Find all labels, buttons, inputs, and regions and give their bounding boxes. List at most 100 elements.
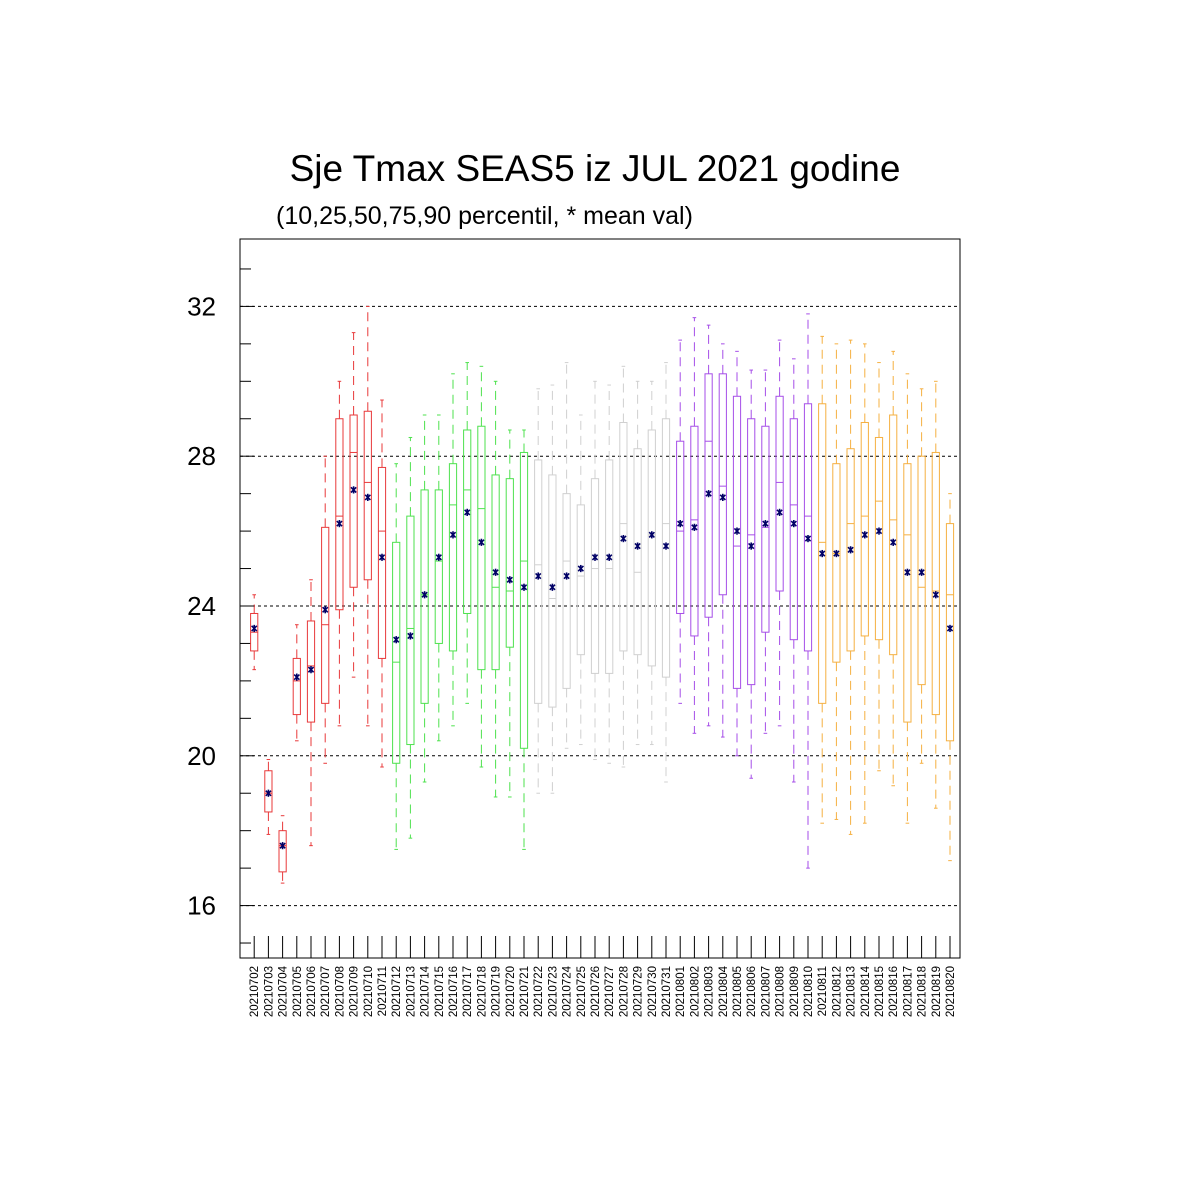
box-20210808 [775, 339, 784, 727]
x-tick-label: 20210726 [590, 966, 602, 1017]
box-iqr [633, 448, 642, 656]
box-20210816 [889, 350, 898, 787]
x-tick-label: 20210810 [803, 966, 815, 1017]
x-tick-label: 20210717 [462, 966, 474, 1017]
mean-marker-20210803 [705, 490, 712, 498]
box-20210814 [860, 343, 869, 824]
x-tick-label: 20210811 [817, 966, 829, 1016]
box-20210711 [377, 399, 387, 768]
box-iqr [335, 418, 344, 611]
x-tick-label: 20210707 [320, 966, 332, 1017]
y-tick-label: 24 [187, 591, 216, 621]
mean-marker-20210808 [776, 508, 783, 516]
box-iqr [661, 418, 671, 678]
y-axis-ticks: 16 20 24 28 32 [187, 291, 254, 921]
mean-marker-20210715 [435, 553, 442, 561]
mean-marker-20210711 [378, 553, 386, 561]
box-20210709 [349, 332, 358, 678]
box-20210731 [661, 362, 671, 783]
box-20210721 [519, 429, 529, 850]
x-tick-label: 20210724 [562, 965, 574, 1017]
box-iqr [803, 403, 813, 652]
box-20210707 [321, 455, 330, 764]
box-iqr [306, 620, 316, 723]
box-iqr [392, 541, 401, 764]
box-20210813 [846, 339, 855, 835]
mean-marker-20210801 [677, 520, 684, 528]
x-tick-label: 20210729 [633, 966, 645, 1017]
mean-markers [251, 486, 954, 850]
mean-marker-20210720 [506, 576, 513, 584]
x-tick-label: 20210802 [689, 966, 701, 1017]
box-iqr [519, 451, 529, 749]
y-tick-label: 32 [187, 291, 216, 321]
x-tick-label: 20210730 [647, 966, 659, 1017]
x-tick-label: 20210706 [306, 966, 318, 1017]
box-20210726 [590, 380, 600, 761]
x-tick-label: 20210723 [547, 966, 559, 1017]
mean-marker-20210817 [904, 568, 911, 576]
y-tick-label: 28 [187, 441, 216, 471]
box-20210807 [761, 369, 770, 734]
box-iqr [718, 373, 727, 596]
box-iqr [676, 440, 685, 614]
box-20210712 [392, 463, 401, 850]
box-20210716 [448, 373, 458, 727]
x-tick-label: 20210710 [363, 966, 375, 1017]
mean-marker-20210723 [549, 583, 556, 591]
mean-marker-20210712 [393, 636, 400, 644]
x-tick-label: 20210722 [533, 966, 545, 1017]
box-iqr [420, 489, 429, 704]
x-tick-label: 20210805 [732, 966, 744, 1017]
x-tick-label: 20210813 [846, 966, 858, 1017]
box-iqr [874, 436, 884, 641]
box-20210818 [917, 388, 926, 764]
box-iqr [562, 493, 571, 689]
box-20210806 [747, 369, 756, 779]
box-20210715 [434, 414, 443, 742]
mean-marker-20210807 [762, 520, 769, 528]
mean-marker-20210705 [293, 673, 300, 681]
mean-marker-20210721 [520, 583, 528, 591]
x-tick-label: 20210817 [902, 966, 914, 1017]
x-tick-label: 20210712 [391, 966, 403, 1017]
box-iqr [406, 515, 415, 746]
box-20210809 [789, 358, 798, 783]
mean-marker-20210816 [890, 538, 897, 546]
x-tick-label: 20210815 [874, 966, 886, 1017]
box-20210705 [292, 624, 301, 742]
mean-marker-20210728 [620, 534, 627, 543]
box-20210710 [363, 305, 372, 727]
x-tick-label: 20210816 [888, 966, 900, 1017]
mean-marker-20210802 [691, 523, 698, 531]
box-iqr [491, 474, 500, 671]
x-tick-label: 20210807 [760, 966, 772, 1017]
mean-marker-20210724 [563, 572, 570, 580]
x-tick-label: 20210716 [448, 966, 460, 1017]
box-iqr [747, 418, 756, 686]
box-20210817 [903, 373, 912, 824]
mean-marker-20210805 [733, 527, 741, 535]
mean-marker-20210809 [790, 520, 797, 528]
box-20210724 [562, 362, 571, 749]
box-iqr [463, 429, 472, 614]
mean-marker-20210820 [946, 624, 954, 633]
box-series [250, 305, 955, 884]
box-20210719 [491, 380, 500, 798]
x-tick-label: 20210704 [278, 965, 290, 1017]
mean-marker-20210804 [719, 493, 726, 501]
x-tick-label: 20210713 [405, 966, 417, 1017]
box-20210717 [463, 362, 472, 704]
box-iqr [363, 410, 372, 581]
mean-marker-20210815 [875, 527, 883, 535]
mean-marker-20210725 [577, 564, 584, 573]
x-tick-label: 20210725 [576, 966, 588, 1017]
box-20210815 [874, 362, 884, 772]
chart-title: Sje Tmax SEAS5 iz JUL 2021 godine [289, 148, 901, 189]
box-20210804 [718, 343, 727, 738]
x-tick-label: 20210702 [249, 966, 261, 1017]
box-20210802 [690, 317, 699, 734]
box-iqr [448, 463, 458, 652]
x-tick-label: 20210812 [831, 966, 843, 1017]
box-20210722 [534, 388, 543, 794]
